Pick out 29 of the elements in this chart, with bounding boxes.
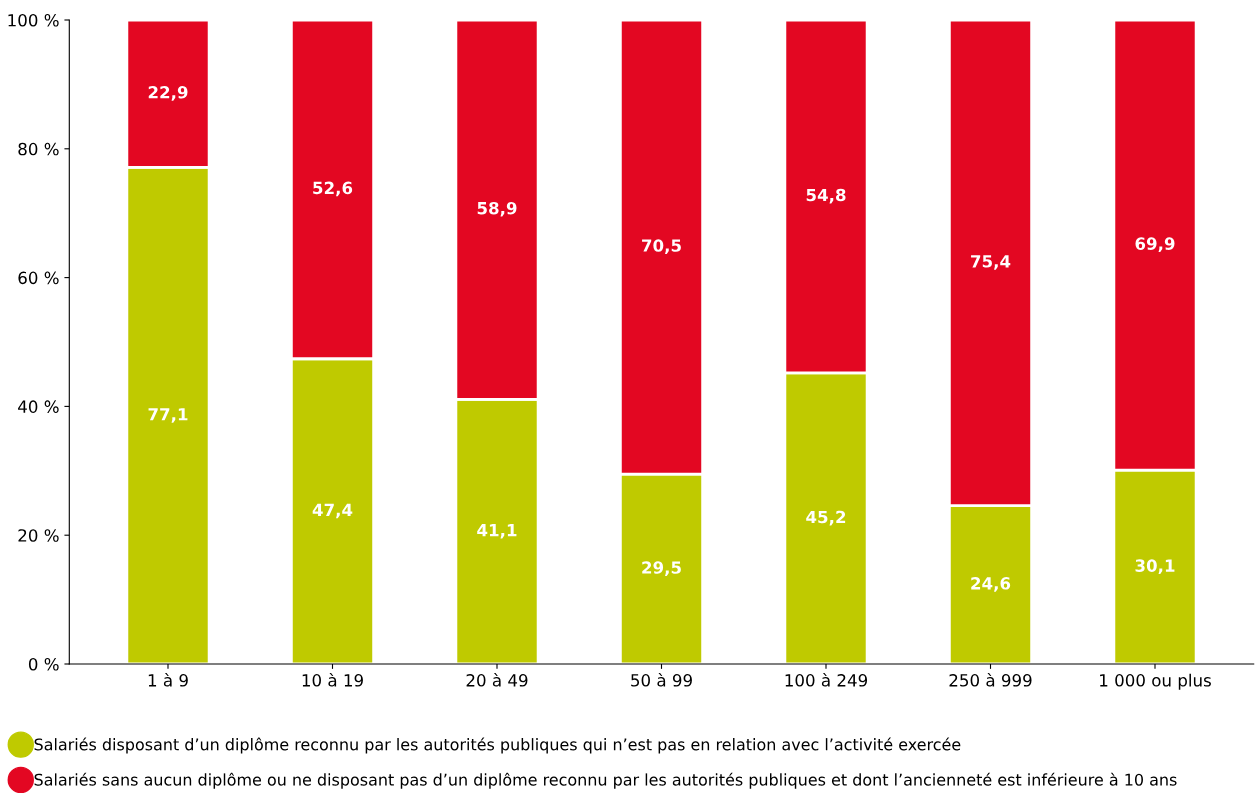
data-label: 69,9 — [1135, 237, 1175, 253]
x-tick-label: 50 à 99 — [631, 673, 692, 687]
data-label: 41,1 — [477, 524, 517, 539]
data-label: 29,5 — [642, 561, 681, 576]
legend-label: Salariés sans aucun diplôme ou ne disposant pas d’un diplôme reconnu par les autorités publiques et dont l’ancienneté est inférieure à 10 ans — [34, 772, 1177, 789]
data-label: 47,4 — [312, 503, 353, 519]
data-label: 75,4 — [971, 255, 1011, 270]
x-tick-label: 100 à 249 — [785, 673, 868, 687]
data-label: 52,6 — [313, 181, 353, 197]
data-label: 58,9 — [477, 201, 517, 217]
data-label: 30,1 — [1135, 559, 1175, 575]
x-tick-label: 250 à 999 — [949, 673, 1032, 687]
data-label: 77,1 — [148, 408, 188, 423]
y-tick-label: 100 % — [8, 13, 59, 27]
y-tick-label: 60 % — [18, 271, 59, 285]
data-label: 45,2 — [806, 510, 846, 526]
x-tick-label: 10 à 19 — [302, 673, 363, 687]
x-tick-label: 20 à 49 — [466, 673, 528, 687]
y-tick-label: 0 % — [28, 657, 59, 671]
y-tick-label: 40 % — [18, 400, 59, 413]
data-label: 24,6 — [971, 577, 1011, 592]
data-label: 54,8 — [806, 188, 846, 204]
x-tick-label: 1 à 9 — [148, 673, 188, 687]
data-label: 22,9 — [148, 85, 188, 101]
y-tick-label: 80 % — [18, 142, 59, 156]
legend-label: Salariés disposant d’un diplôme reconnu par les autorités publiques qui n’est pas en relation avec l’activité exercée — [34, 737, 961, 754]
x-tick-label: 1 000 ou plus — [1100, 673, 1211, 690]
data-label: 70,5 — [642, 239, 681, 254]
y-tick-label: 20 % — [18, 529, 59, 542]
